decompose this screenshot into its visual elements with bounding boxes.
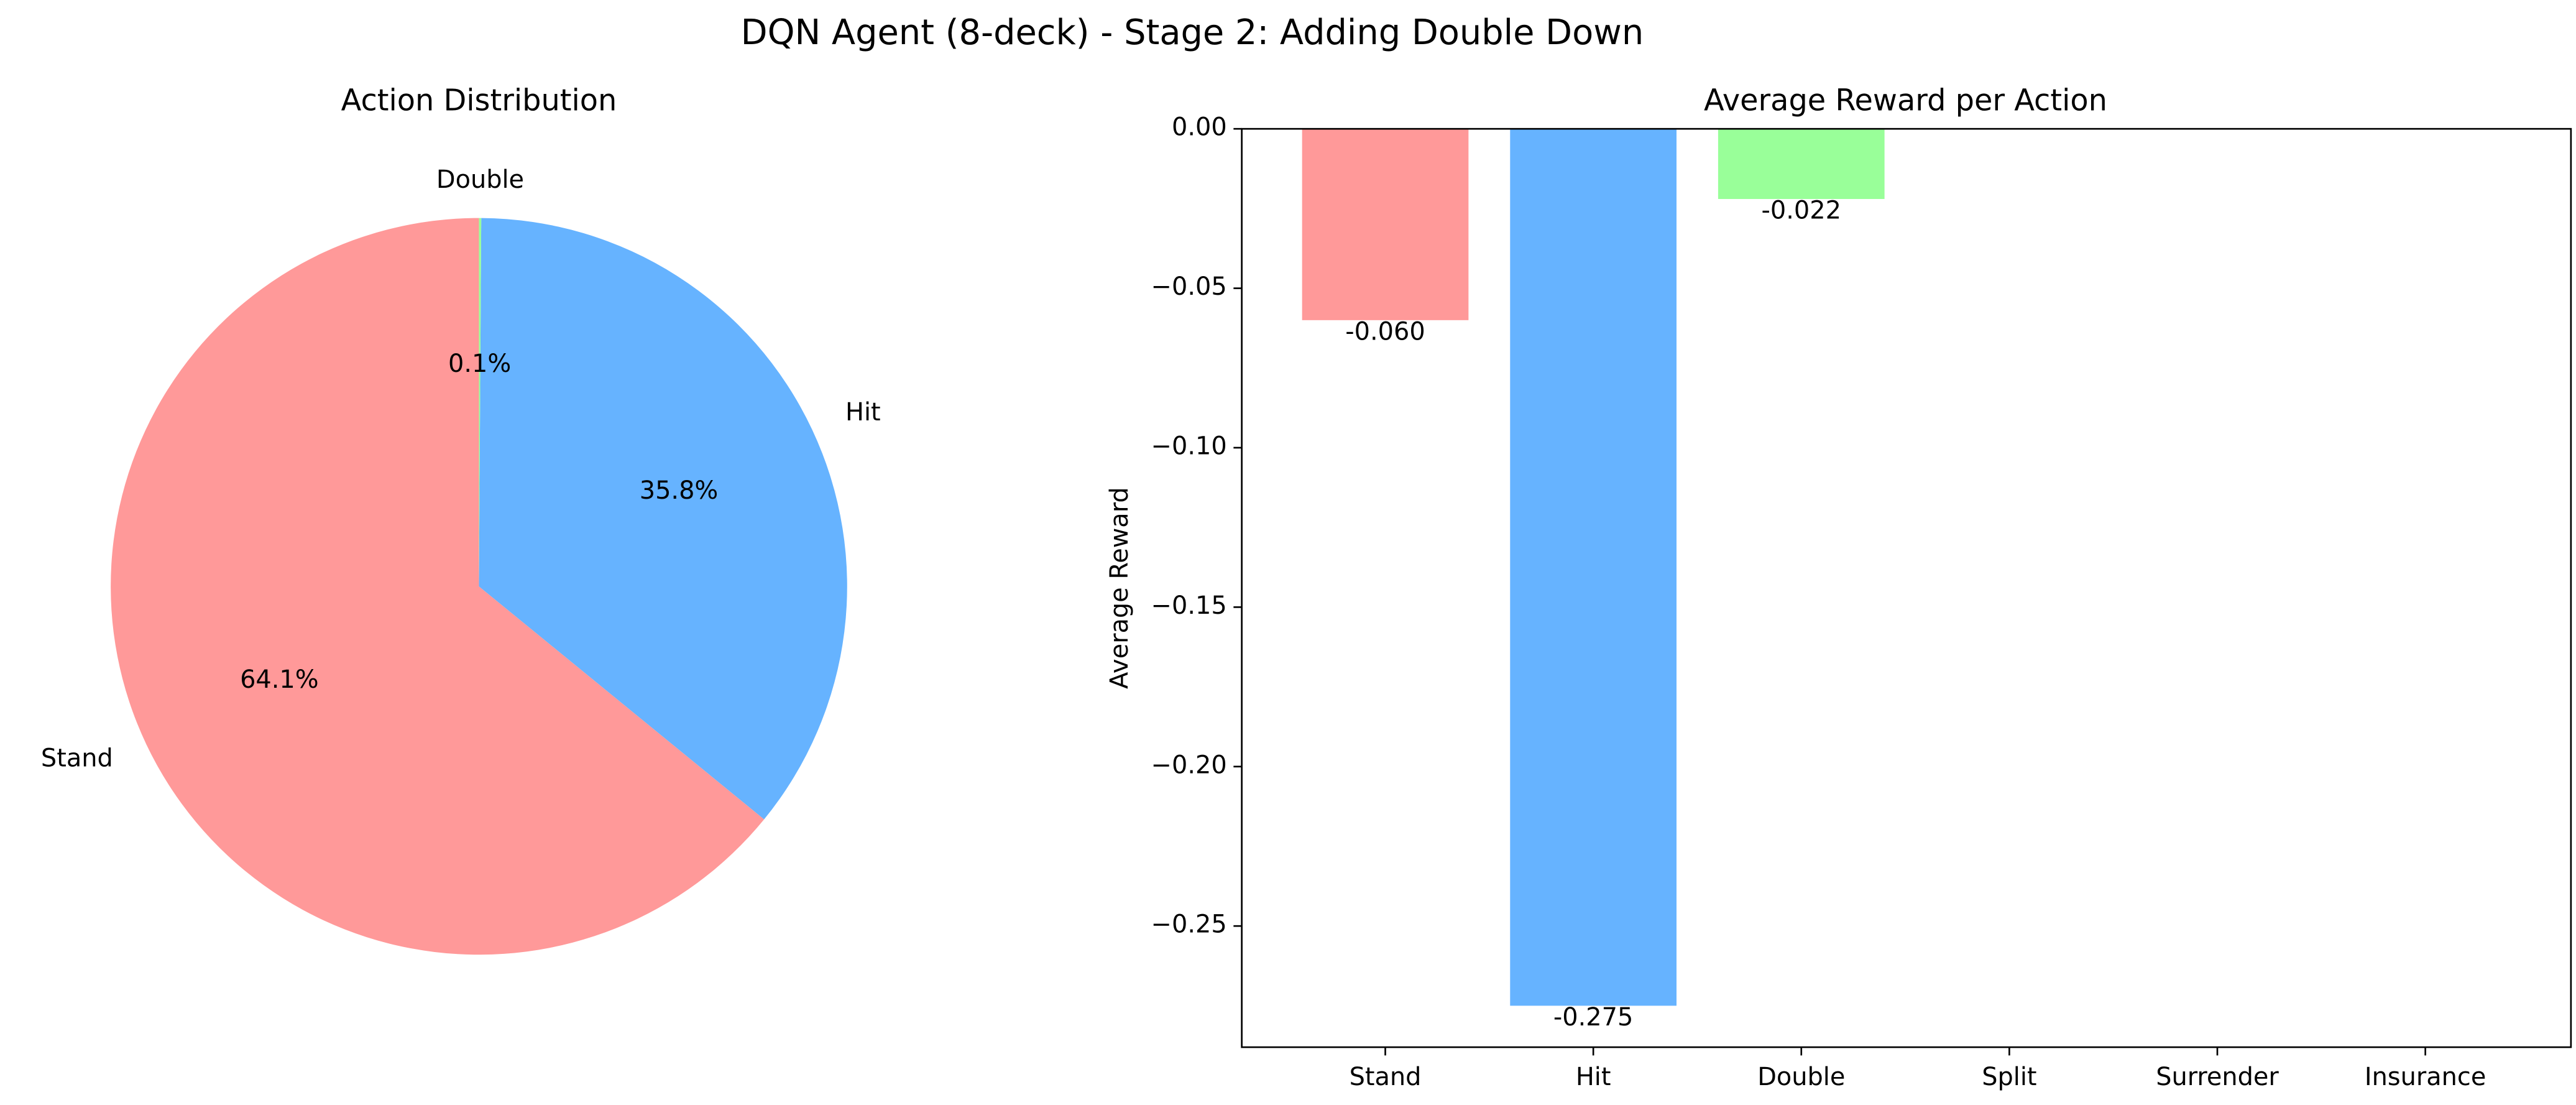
slice-value-label: 0.1%	[448, 349, 511, 378]
x-tick-label: Double	[1757, 1063, 1845, 1091]
y-tick-label: −0.15	[1151, 591, 1227, 620]
bar	[1718, 129, 1885, 199]
y-tick-label: −0.20	[1151, 751, 1227, 779]
slice-value-label: 35.8%	[640, 476, 719, 505]
y-tick-label: −0.05	[1151, 272, 1227, 301]
bar-title: Average Reward per Action	[1704, 84, 2107, 118]
pie-slice	[479, 218, 847, 820]
x-tick-label: Hit	[1576, 1063, 1611, 1091]
y-tick-label: 0.00	[1172, 113, 1227, 142]
slice-label: Hit	[845, 398, 881, 427]
figure-title: DQN Agent (8-deck) - Stage 2: Adding Dou…	[741, 12, 1644, 53]
bar-value-label: -0.022	[1762, 196, 1841, 225]
x-tick-label: Split	[1982, 1063, 2036, 1091]
slice-value-label: 64.1%	[240, 665, 319, 694]
y-axis-label: Average Reward	[1105, 487, 1134, 689]
bar-value-label: -0.275	[1553, 1003, 1633, 1032]
y-tick-label: −0.25	[1151, 910, 1227, 939]
x-tick-label: Surrender	[2156, 1063, 2279, 1091]
slice-label: Double	[436, 165, 524, 194]
slice-label: Stand	[41, 744, 113, 773]
bar	[1302, 129, 1469, 320]
pie-slice	[111, 218, 765, 955]
bar-value-label: -0.060	[1345, 318, 1425, 346]
x-tick-label: Insurance	[2365, 1063, 2486, 1091]
x-tick-label: Stand	[1350, 1063, 1422, 1091]
bar	[1510, 129, 1677, 1006]
pie-title: Action Distribution	[341, 84, 617, 118]
axes-frame	[1241, 127, 2572, 1048]
y-tick-label: −0.10	[1151, 432, 1227, 460]
